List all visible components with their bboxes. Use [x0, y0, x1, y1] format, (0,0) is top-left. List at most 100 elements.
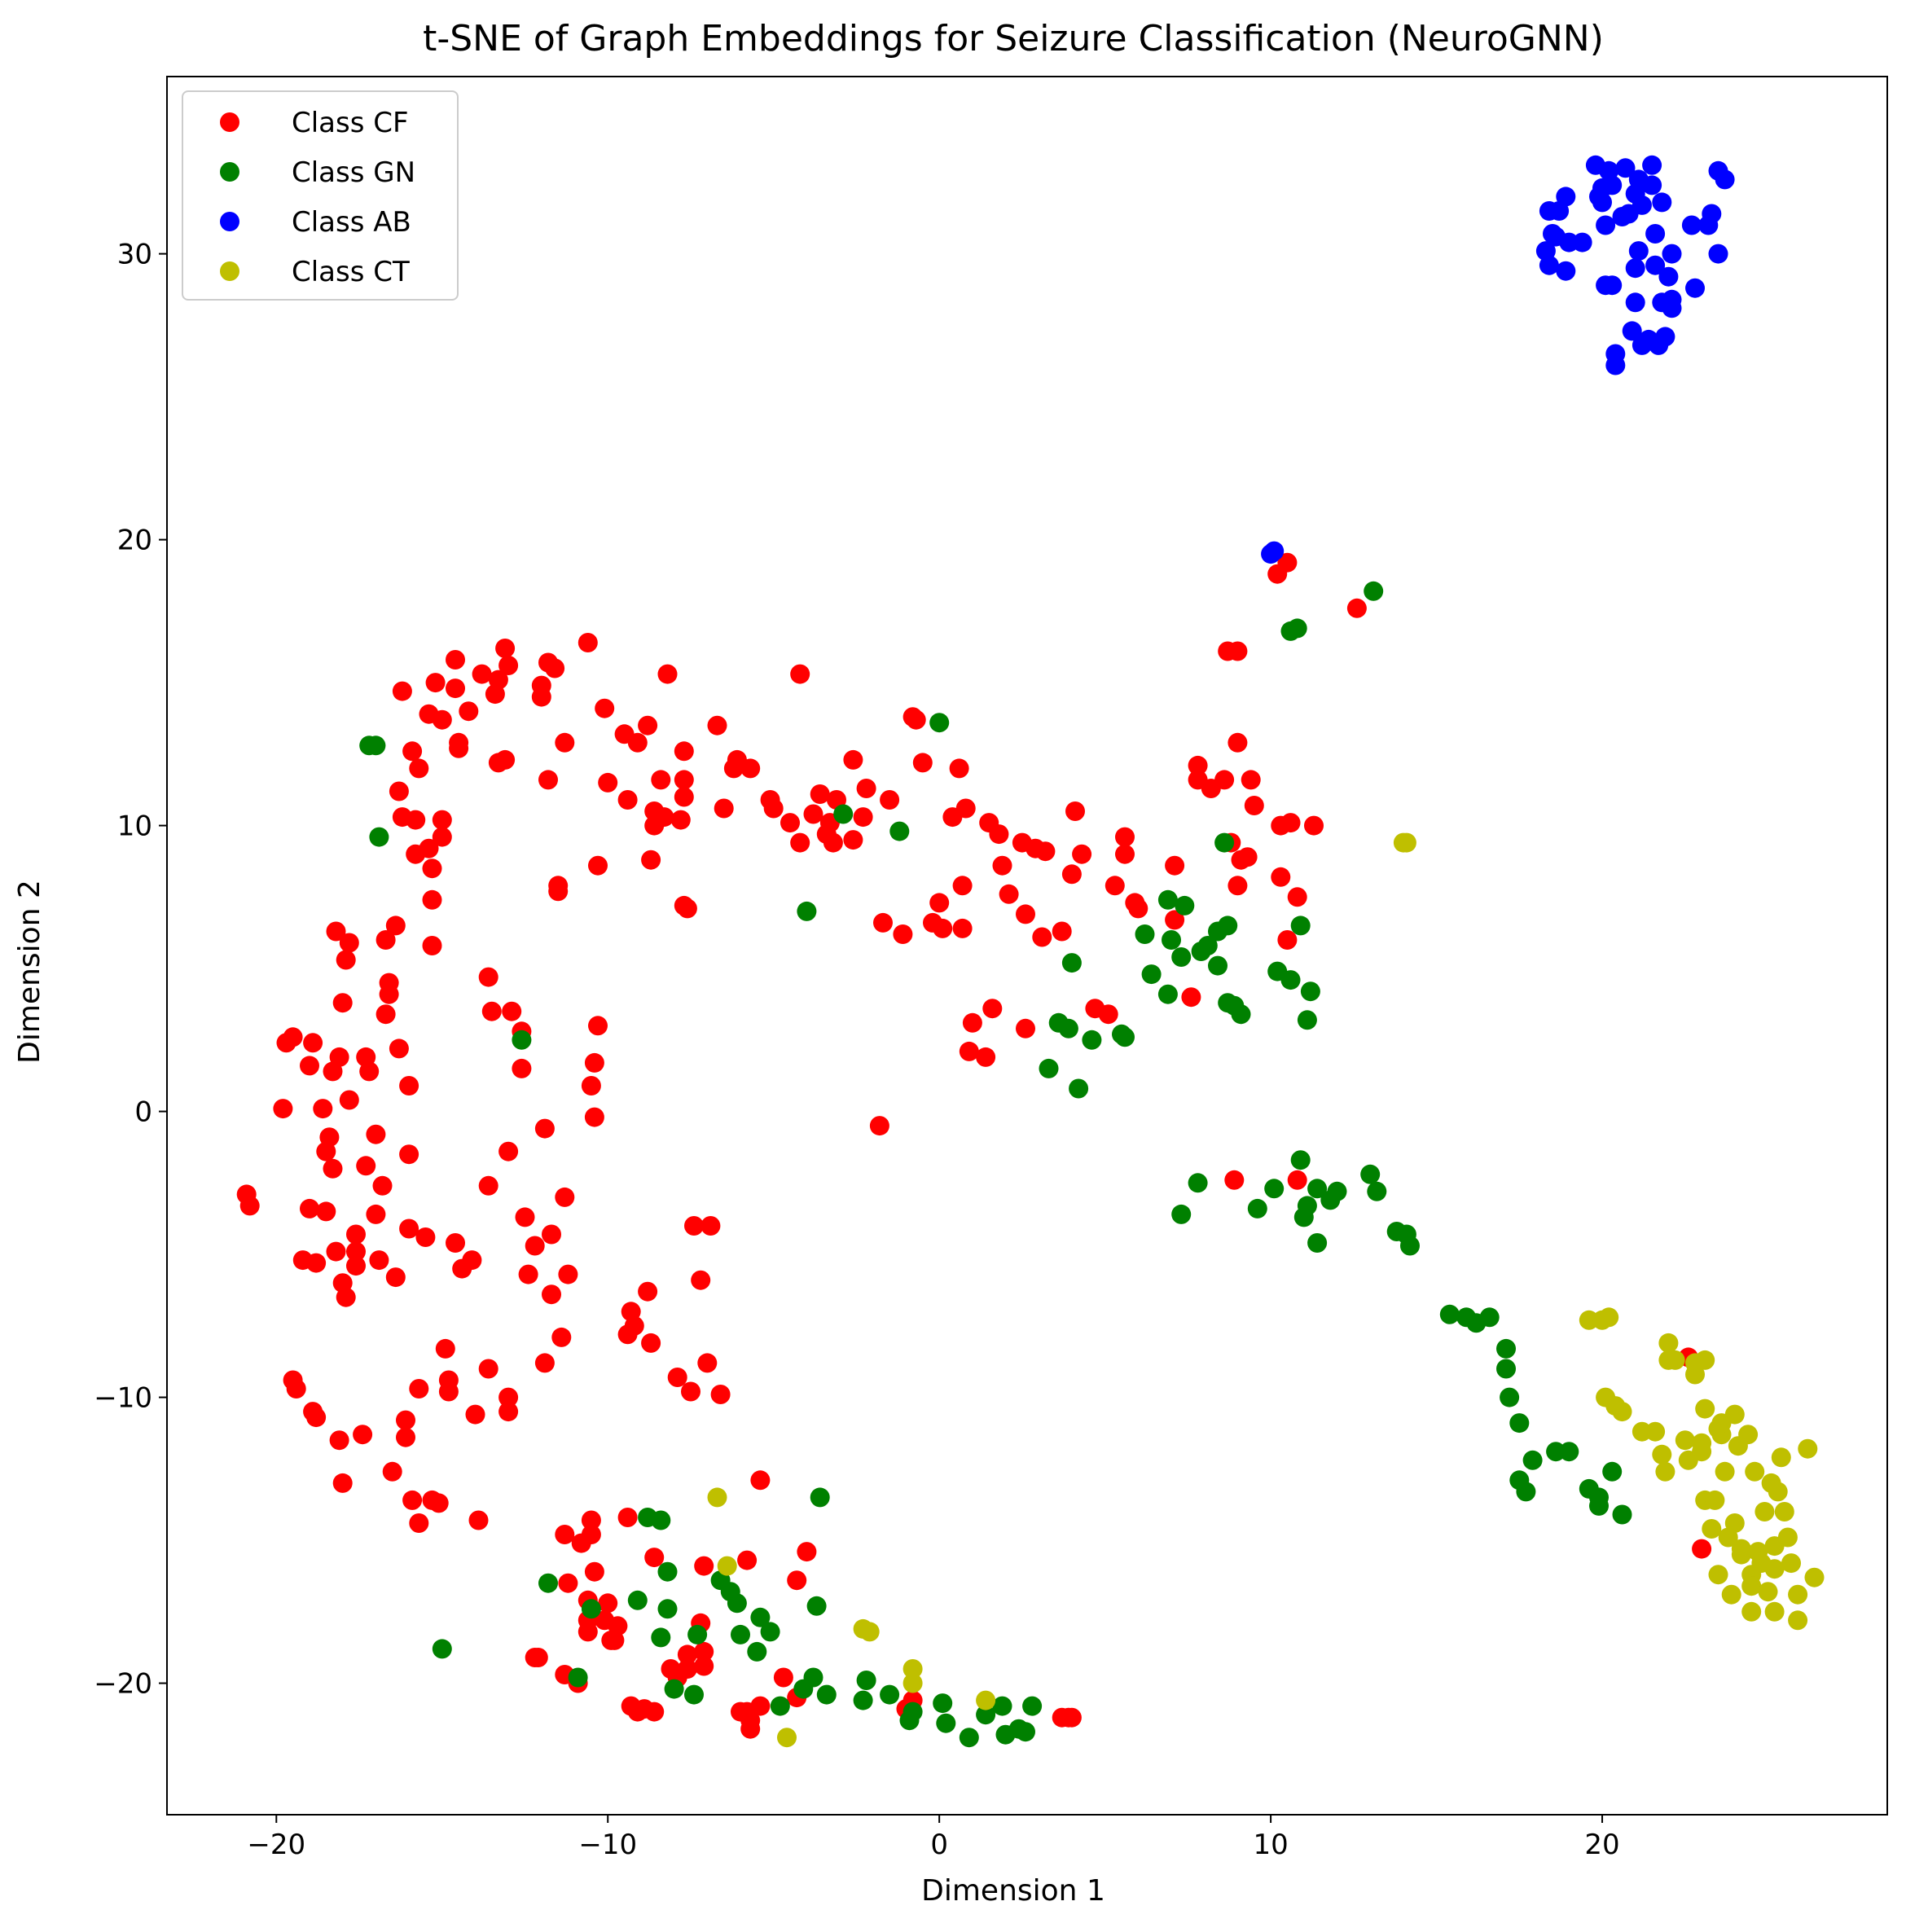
data-point	[1188, 1173, 1208, 1193]
data-point	[936, 1713, 956, 1733]
data-point	[1208, 955, 1228, 976]
data-point	[1642, 155, 1662, 175]
data-point	[581, 1599, 601, 1619]
data-point	[962, 1012, 982, 1033]
data-point	[1599, 1307, 1619, 1328]
data-point	[346, 1241, 366, 1262]
data-point	[1625, 183, 1645, 204]
data-point	[810, 784, 830, 804]
data-point	[1724, 1404, 1745, 1425]
data-point	[462, 1250, 482, 1271]
data-point	[459, 701, 479, 722]
data-point	[1157, 889, 1178, 910]
data-point	[300, 1056, 319, 1076]
data-point	[694, 1656, 714, 1676]
legend-marker	[220, 112, 239, 132]
data-point	[1141, 964, 1162, 985]
data-point	[538, 770, 558, 790]
data-point	[1496, 1338, 1516, 1359]
data-point	[389, 781, 409, 801]
legend-label: Class CF	[292, 107, 409, 139]
data-point	[806, 1596, 827, 1616]
data-point	[1695, 1350, 1715, 1370]
data-point	[667, 1368, 687, 1387]
x-axis-label: Dimension 1	[921, 1874, 1105, 1908]
data-point	[319, 1127, 340, 1148]
data-point	[329, 1047, 349, 1067]
data-point	[992, 855, 1012, 876]
data-point	[366, 735, 386, 756]
data-point	[681, 1381, 700, 1402]
data-point	[326, 1241, 346, 1262]
data-point	[1072, 844, 1092, 864]
data-point	[1702, 204, 1722, 224]
data-point	[1798, 1438, 1818, 1459]
data-point	[1171, 1204, 1192, 1224]
data-point	[1500, 1387, 1520, 1407]
data-point	[495, 639, 516, 658]
data-point	[326, 921, 346, 942]
data-point	[346, 1224, 366, 1245]
y-axis-label: Dimension 2	[13, 880, 46, 1064]
legend-marker	[220, 162, 239, 182]
data-point	[438, 1370, 459, 1390]
data-point	[584, 1561, 604, 1582]
data-point	[478, 1175, 498, 1196]
data-point	[893, 924, 913, 944]
data-point	[336, 1287, 356, 1307]
data-point	[1061, 864, 1082, 885]
data-point	[402, 1490, 423, 1510]
data-point	[638, 715, 658, 735]
data-point	[432, 810, 452, 830]
data-point	[498, 656, 519, 675]
data-point	[843, 830, 863, 850]
data-point	[955, 798, 976, 819]
data-point	[1188, 755, 1208, 775]
data-point	[627, 1590, 648, 1610]
data-point	[1396, 832, 1416, 853]
data-point	[1439, 1304, 1460, 1324]
data-point	[1280, 970, 1301, 990]
data-point	[694, 1556, 714, 1576]
data-point	[1297, 1196, 1317, 1216]
data-point	[949, 758, 969, 779]
x-tick-label: 0	[930, 1829, 948, 1861]
data-point	[1764, 1601, 1785, 1622]
data-point	[359, 1061, 380, 1082]
data-point	[694, 1641, 714, 1662]
data-point	[498, 1387, 519, 1407]
data-point	[588, 855, 608, 876]
legend-label: Class CT	[292, 256, 410, 288]
data-point	[1705, 1490, 1725, 1510]
data-point	[959, 1728, 979, 1748]
data-point	[432, 709, 452, 730]
data-point	[339, 1090, 359, 1110]
data-point	[1280, 813, 1301, 833]
data-point	[1228, 876, 1248, 896]
data-point	[677, 1659, 697, 1679]
data-point	[797, 1542, 817, 1562]
data-point	[1171, 947, 1192, 967]
data-point	[538, 1573, 558, 1593]
y-tick-label: 20	[117, 525, 152, 557]
data-point	[657, 1561, 678, 1582]
data-points	[236, 155, 1825, 1748]
data-point	[1307, 1179, 1328, 1199]
data-point	[1721, 1584, 1741, 1605]
data-point	[976, 1705, 996, 1725]
data-point	[1197, 936, 1218, 955]
data-point	[933, 918, 953, 938]
data-point	[369, 827, 389, 847]
data-point	[664, 1679, 684, 1699]
data-point	[853, 1690, 873, 1710]
x-tick-label: 20	[1584, 1829, 1619, 1861]
data-point	[584, 1107, 604, 1127]
data-point	[843, 749, 863, 770]
data-point	[1065, 801, 1085, 821]
data-point	[581, 1076, 601, 1096]
data-point	[684, 1216, 704, 1236]
data-point	[1228, 732, 1248, 753]
data-point	[316, 1201, 336, 1222]
data-point	[366, 1124, 386, 1144]
series-class-cf	[236, 552, 1712, 1739]
